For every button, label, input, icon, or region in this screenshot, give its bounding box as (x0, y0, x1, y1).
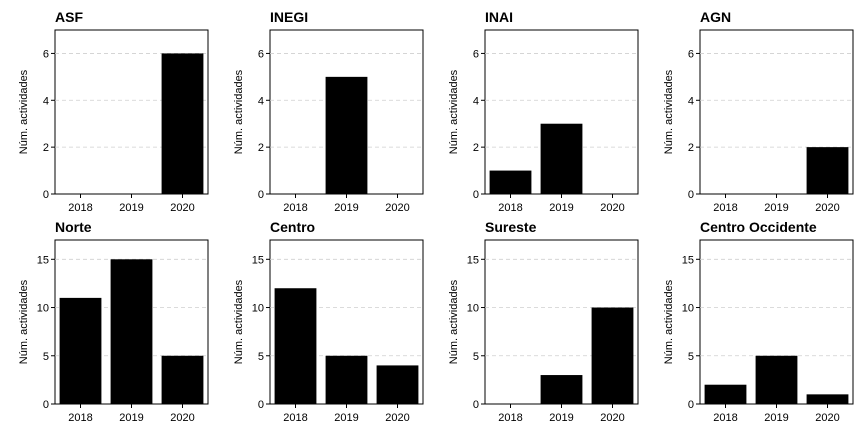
y-tick-label: 4 (258, 95, 264, 107)
y-tick-label: 6 (258, 48, 264, 60)
panel-title: Centro (270, 219, 315, 235)
y-tick-label: 0 (258, 399, 264, 411)
x-tick-label: 2019 (549, 412, 573, 424)
x-tick-label: 2018 (68, 412, 92, 424)
y-tick-label: 4 (43, 95, 49, 107)
bar-2020 (591, 307, 634, 404)
x-tick-label: 2020 (600, 412, 624, 424)
x-tick-label: 2020 (170, 412, 194, 424)
y-axis-label: Núm. actividades (448, 69, 460, 154)
chart-panel-4: 0 2 4 6 2018 2019 2020 AGN Núm. actividades (663, 9, 854, 214)
y-tick-label: 10 (252, 303, 264, 315)
y-tick-label: 0 (473, 399, 479, 411)
x-tick-label: 2020 (385, 412, 409, 424)
panel-title: INEGI (270, 9, 308, 25)
x-tick-label: 2019 (549, 202, 573, 214)
bar-2018 (489, 170, 532, 194)
panel-title: ASF (55, 9, 83, 25)
y-axis-label: Núm. actividades (448, 279, 460, 364)
bar-2018 (274, 288, 317, 404)
bar-2020 (161, 355, 204, 404)
x-tick-label: 2020 (385, 202, 409, 214)
x-tick-label: 2018 (283, 412, 307, 424)
y-axis-label: Núm. actividades (233, 69, 245, 154)
y-tick-label: 4 (688, 95, 694, 107)
x-tick-label: 2020 (815, 202, 839, 214)
bar-2020 (376, 365, 419, 404)
panel-title: Norte (55, 219, 92, 235)
bar-2018 (704, 384, 747, 404)
bar-2020 (806, 147, 849, 194)
x-tick-label: 2020 (170, 202, 194, 214)
x-tick-label: 2020 (600, 202, 624, 214)
bar-2019 (110, 259, 153, 404)
bar-2018 (59, 297, 102, 404)
y-tick-label: 10 (467, 303, 479, 315)
x-tick-label: 2018 (498, 412, 522, 424)
y-tick-label: 2 (43, 142, 49, 154)
x-tick-label: 2020 (815, 412, 839, 424)
y-tick-label: 15 (252, 254, 264, 266)
x-tick-label: 2019 (764, 412, 788, 424)
x-tick-label: 2019 (119, 412, 143, 424)
y-tick-label: 5 (473, 351, 479, 363)
y-tick-label: 2 (688, 142, 694, 154)
y-tick-label: 6 (473, 48, 479, 60)
y-tick-label: 15 (467, 254, 479, 266)
panel-title: AGN (700, 9, 731, 25)
y-tick-label: 2 (258, 142, 264, 154)
bar-2019 (325, 76, 368, 194)
y-tick-label: 4 (473, 95, 479, 107)
y-tick-label: 0 (688, 399, 694, 411)
y-tick-label: 5 (258, 351, 264, 363)
y-tick-label: 0 (258, 189, 264, 201)
chart-panel-3: 0 2 4 6 2018 2019 2020 INAI Núm. actividades (448, 9, 639, 214)
y-tick-label: 0 (473, 189, 479, 201)
panel-title: Sureste (485, 219, 537, 235)
chart-panel-1: 0 2 4 6 2018 2019 2020 ASF Núm. actividades (18, 9, 209, 214)
y-tick-label: 15 (37, 254, 49, 266)
y-axis-label: Núm. actividades (18, 279, 30, 364)
y-tick-label: 0 (688, 189, 694, 201)
bar-2020 (806, 394, 849, 404)
y-axis-label: Núm. actividades (663, 69, 675, 154)
y-tick-label: 10 (37, 303, 49, 315)
bar-2019 (540, 123, 583, 194)
x-tick-label: 2018 (713, 412, 737, 424)
chart-panel-8: 0 5 10 15 2018 2019 2020 Centro Occidente Núm. a… (663, 219, 854, 424)
y-tick-label: 5 (43, 351, 49, 363)
chart-panel-5: 0 5 10 15 2018 2019 2020 Norte Núm. actividades (18, 219, 209, 424)
chart-panel-7: 0 5 10 15 2018 2019 2020 Sureste Núm. actividade… (448, 219, 639, 424)
y-tick-label: 0 (43, 189, 49, 201)
bar-2020 (161, 53, 204, 194)
y-tick-label: 10 (682, 303, 694, 315)
y-axis-label: Núm. actividades (233, 279, 245, 364)
y-tick-label: 2 (473, 142, 479, 154)
x-tick-label: 2018 (498, 202, 522, 214)
y-axis-label: Núm. actividades (663, 279, 675, 364)
x-tick-label: 2019 (764, 202, 788, 214)
bar-2019 (325, 355, 368, 404)
x-tick-label: 2018 (283, 202, 307, 214)
y-tick-label: 6 (43, 48, 49, 60)
y-tick-label: 5 (688, 351, 694, 363)
bar-2019 (755, 355, 798, 404)
panel-title: Centro Occidente (700, 219, 817, 235)
panel-title: INAI (485, 9, 513, 25)
y-tick-label: 6 (688, 48, 694, 60)
x-tick-label: 2018 (68, 202, 92, 214)
bar-2019 (540, 375, 583, 404)
x-tick-label: 2019 (334, 412, 358, 424)
x-tick-label: 2019 (119, 202, 143, 214)
chart-panel-6: 0 5 10 15 2018 2019 2020 Centro Núm. actividades (233, 219, 424, 424)
x-tick-label: 2019 (334, 202, 358, 214)
y-tick-label: 0 (43, 399, 49, 411)
y-tick-label: 15 (682, 254, 694, 266)
x-tick-label: 2018 (713, 202, 737, 214)
chart-panel-2: 0 2 4 6 2018 2019 2020 INEGI Núm. actividades (233, 9, 424, 214)
y-axis-label: Núm. actividades (18, 69, 30, 154)
